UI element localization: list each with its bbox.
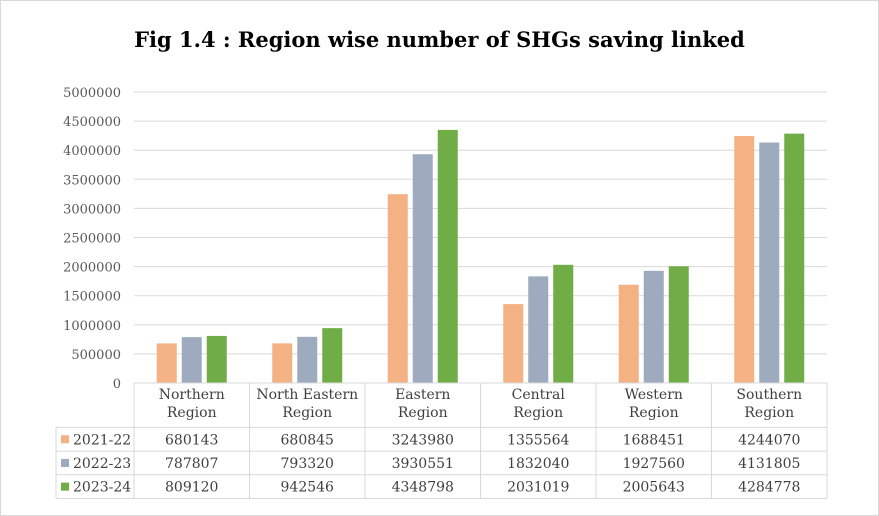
data-label: 4244070 — [738, 432, 800, 448]
category-label: North Eastern — [256, 387, 358, 403]
bar — [156, 343, 177, 383]
data-label: 1355564 — [507, 432, 569, 448]
category-label: Eastern — [395, 387, 450, 403]
category-label: Region — [629, 405, 679, 421]
data-label: 1832040 — [507, 456, 569, 472]
data-label: 2005643 — [623, 480, 685, 496]
bar — [387, 194, 408, 383]
bar — [322, 328, 343, 383]
category-label: Region — [167, 405, 217, 421]
category-label: Region — [513, 405, 563, 421]
y-tick-label: 2500000 — [63, 232, 121, 247]
data-label: 809120 — [165, 480, 218, 496]
category-label: Region — [282, 405, 332, 421]
data-label: 1927560 — [623, 456, 685, 472]
data-label: 2031019 — [507, 480, 569, 496]
bar — [528, 276, 549, 383]
bar — [618, 284, 639, 383]
legend-key — [61, 458, 69, 467]
bar — [643, 270, 664, 383]
y-tick-label: 3000000 — [63, 202, 121, 217]
y-tick-label: 0 — [113, 377, 121, 392]
bar — [412, 154, 433, 383]
data-label: 4284778 — [738, 480, 800, 496]
data-label: 4131805 — [738, 456, 800, 472]
legend-key — [61, 435, 69, 444]
chart-title: Fig 1.4 : Region wise number of SHGs sav… — [134, 27, 745, 52]
bar — [734, 135, 755, 383]
series-name: 2022-23 — [73, 456, 131, 472]
category-label: Region — [398, 405, 448, 421]
data-label: 3930551 — [392, 456, 454, 472]
bar — [784, 133, 805, 383]
data-label: 787807 — [165, 456, 218, 472]
category-label: Region — [744, 405, 794, 421]
bar — [553, 264, 574, 383]
data-label: 942546 — [281, 480, 335, 496]
category-label: Southern — [736, 387, 802, 403]
bar — [437, 129, 458, 383]
bar — [272, 343, 293, 383]
category-label: Western — [625, 387, 683, 403]
y-tick-label: 1000000 — [63, 319, 121, 334]
data-label: 680845 — [281, 432, 334, 448]
category-label: Northern — [159, 387, 225, 403]
y-tick-label: 500000 — [71, 348, 121, 363]
bar — [206, 335, 227, 383]
y-tick-label: 2000000 — [63, 261, 121, 276]
bar — [503, 304, 524, 383]
series-name: 2023-24 — [73, 480, 131, 496]
series-name: 2021-22 — [73, 432, 131, 448]
bar — [297, 336, 318, 383]
data-label: 3243980 — [392, 432, 454, 448]
y-tick-label: 1500000 — [63, 290, 121, 305]
data-label: 680143 — [165, 432, 218, 448]
y-tick-label: 4500000 — [63, 115, 121, 130]
data-label: 1688451 — [623, 432, 685, 448]
data-label: 793320 — [281, 456, 334, 472]
legend-key — [61, 482, 69, 491]
data-label: 4348798 — [392, 480, 454, 496]
bar — [759, 142, 780, 383]
category-label: Central — [512, 387, 566, 403]
bar — [181, 337, 202, 383]
y-tick-label: 3500000 — [63, 173, 121, 188]
y-tick-label: 4000000 — [63, 144, 121, 159]
y-tick-label: 5000000 — [63, 86, 121, 101]
bar — [668, 266, 689, 383]
